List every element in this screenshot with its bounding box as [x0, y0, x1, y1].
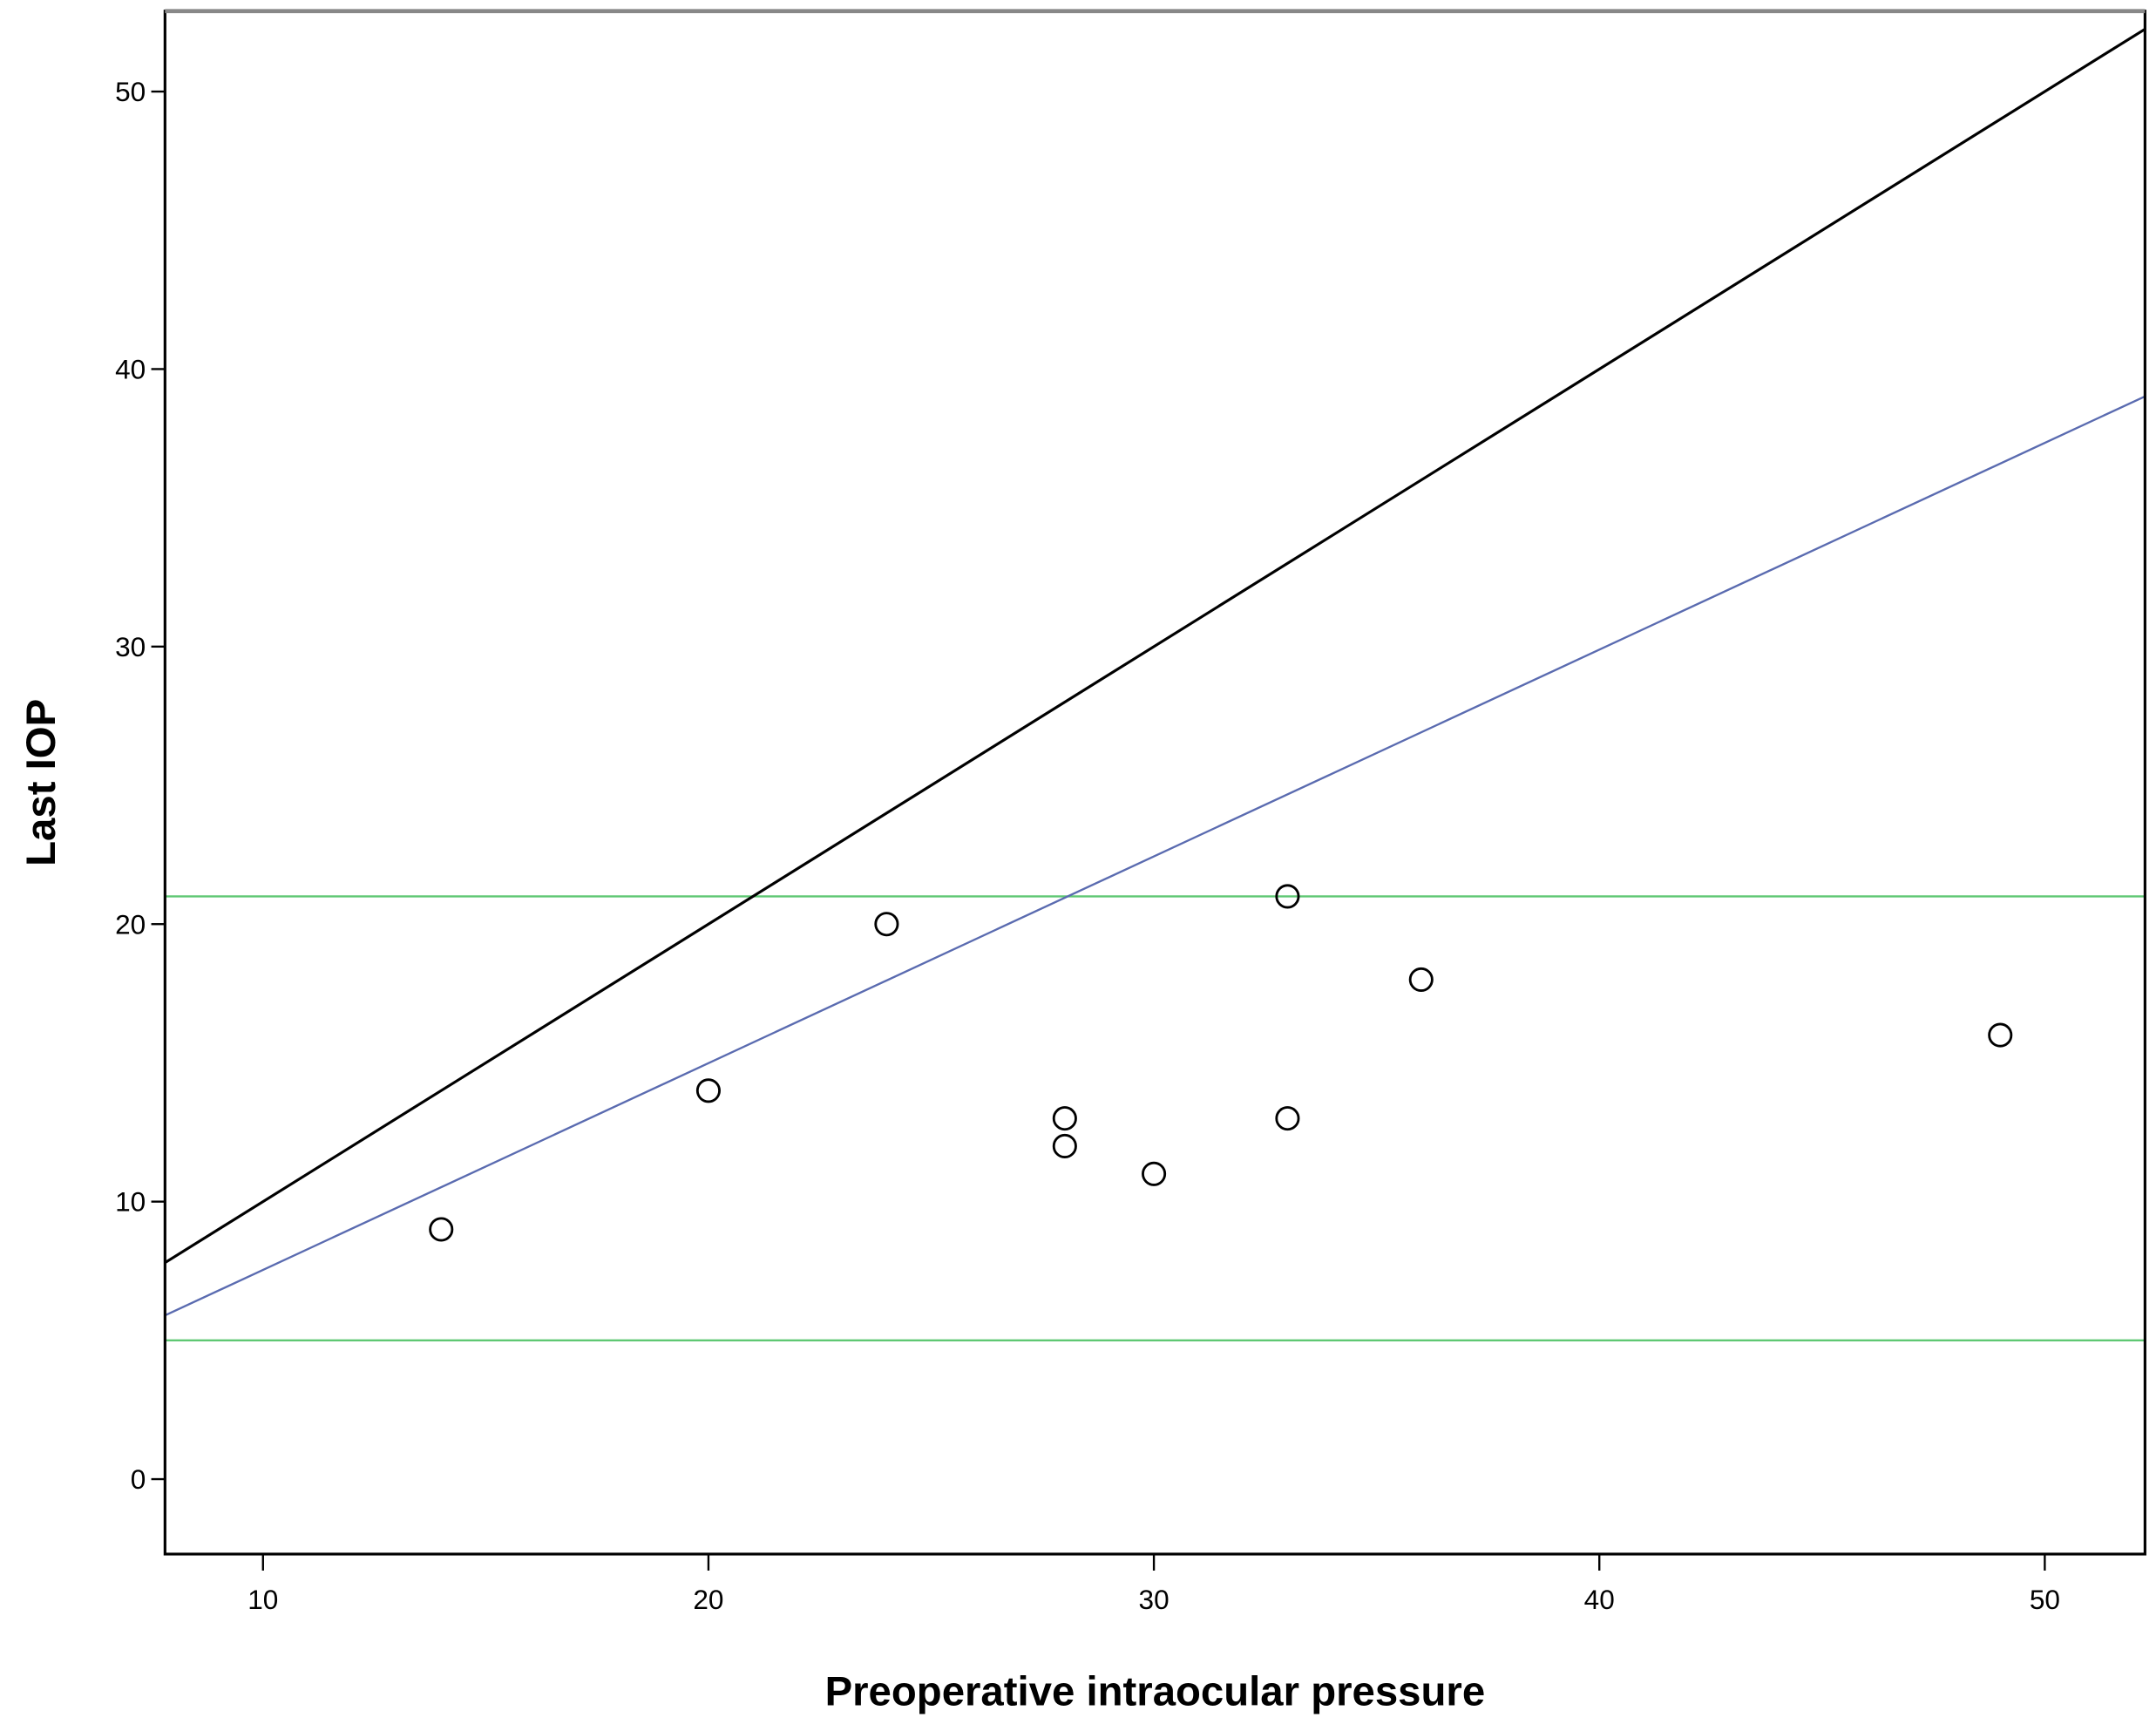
x-tick-label: 50 [2030, 1584, 2060, 1615]
data-point [1988, 1022, 2013, 1048]
y-tick-label: 50 [115, 76, 146, 107]
data-point [429, 1217, 454, 1242]
data-point [1408, 967, 1434, 992]
data-point [874, 912, 899, 937]
data-point [1052, 1133, 1077, 1159]
x-axis-label: Preoperative intraocular pressure [825, 1669, 1486, 1715]
data-point [695, 1078, 721, 1103]
fit-line [164, 395, 2146, 1317]
data-point [1275, 1106, 1300, 1131]
data-point [1142, 1161, 1167, 1186]
y-tick-label: 10 [115, 1186, 146, 1218]
y-tick-label: 20 [115, 908, 146, 940]
y-tick-label: 30 [115, 631, 146, 662]
y-tick-label: 0 [131, 1463, 146, 1495]
x-tick-label: 30 [1139, 1584, 1170, 1615]
y-axis-label: Last IOP [18, 699, 64, 866]
x-tick-label: 20 [693, 1584, 723, 1615]
x-tick-label: 10 [247, 1584, 278, 1615]
y-tick-label: 40 [115, 353, 146, 384]
plot-frame [163, 10, 2146, 1556]
identity-line [164, 28, 2146, 1265]
data-point [1052, 1106, 1077, 1131]
data-point [1275, 884, 1300, 909]
x-tick-label: 40 [1584, 1584, 1615, 1615]
